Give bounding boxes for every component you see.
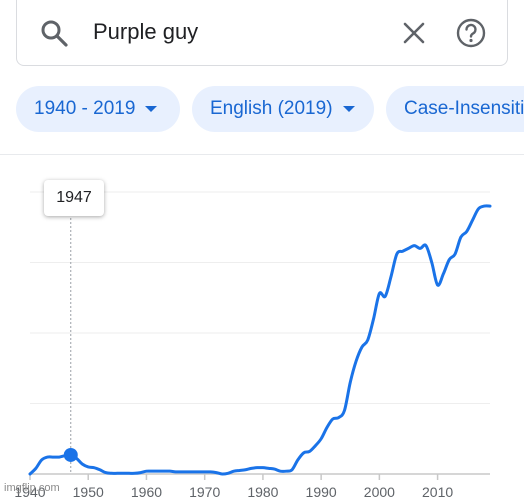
year-range-dropdown[interactable]: 1940 - 2019 bbox=[16, 86, 180, 132]
x-tick-label: 1980 bbox=[247, 484, 278, 500]
x-tick-label: 1940 bbox=[14, 484, 45, 500]
help-icon[interactable] bbox=[455, 17, 487, 49]
highlight-point bbox=[63, 447, 78, 462]
x-tick-label: 1960 bbox=[131, 484, 162, 500]
x-tick-label: 2000 bbox=[364, 484, 395, 500]
search-icon bbox=[41, 20, 68, 47]
search-box[interactable]: Purple guy bbox=[16, 0, 508, 66]
tooltip-year: 1947 bbox=[56, 189, 92, 206]
close-icon[interactable] bbox=[401, 20, 427, 46]
x-tick-label: 1990 bbox=[306, 484, 337, 500]
caret-down-icon bbox=[145, 106, 158, 112]
case-dropdown[interactable]: Case-Insensitive bbox=[386, 86, 524, 132]
case-label: Case-Insensitive bbox=[404, 98, 524, 119]
watermark-text: imgflip.com bbox=[4, 482, 60, 494]
corpus-dropdown[interactable]: English (2019) bbox=[192, 86, 374, 132]
x-tick-label: 1950 bbox=[73, 484, 104, 500]
search-input[interactable]: Purple guy bbox=[93, 19, 199, 44]
corpus-label: English (2019) bbox=[210, 98, 333, 119]
x-tick-label: 2010 bbox=[422, 484, 453, 500]
series-line bbox=[28, 204, 492, 476]
x-tick-label: 1970 bbox=[189, 484, 220, 500]
year-tooltip: 1947 bbox=[44, 180, 104, 216]
divider bbox=[0, 154, 524, 155]
caret-down-icon bbox=[342, 106, 355, 112]
year-range-label: 1940 - 2019 bbox=[34, 98, 136, 119]
